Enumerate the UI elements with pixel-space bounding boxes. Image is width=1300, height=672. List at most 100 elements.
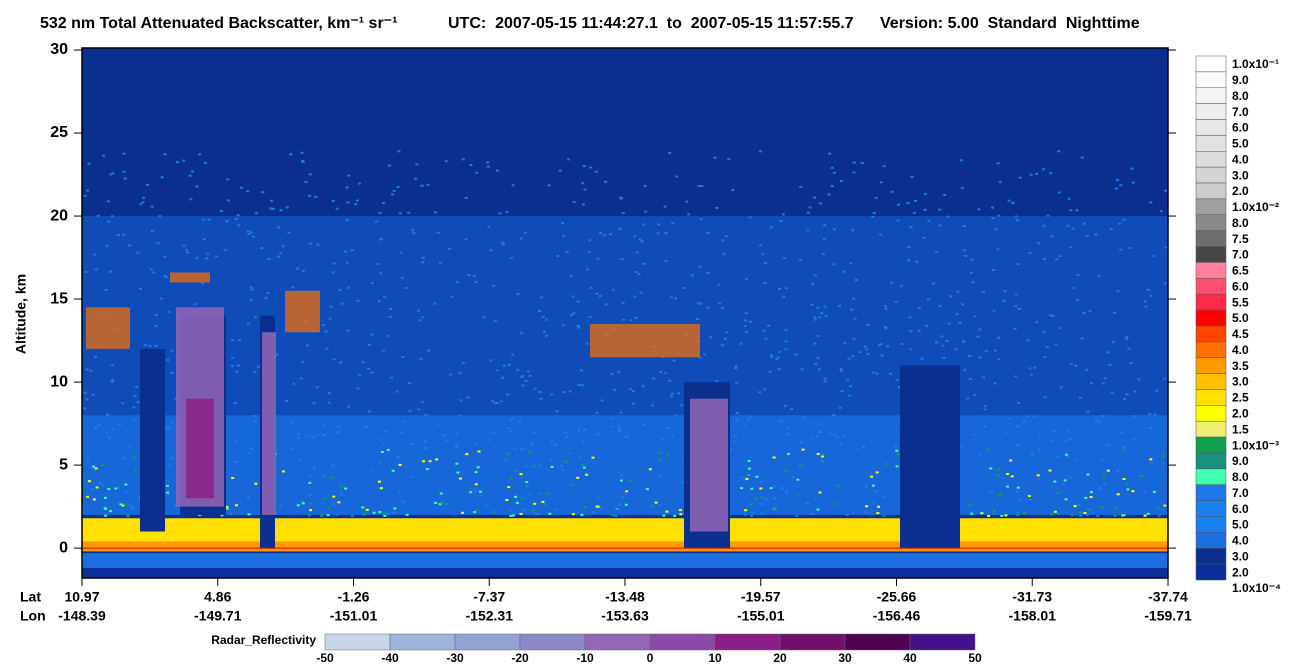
speckle bbox=[816, 435, 820, 438]
speckle bbox=[236, 214, 240, 217]
speckle bbox=[895, 379, 899, 382]
speckle bbox=[376, 263, 380, 266]
speckle bbox=[706, 271, 710, 274]
speckle bbox=[748, 320, 752, 323]
speckle bbox=[1144, 305, 1148, 308]
speckle bbox=[426, 183, 430, 186]
speckle bbox=[818, 202, 822, 205]
speckle bbox=[380, 450, 384, 453]
speckle bbox=[1078, 396, 1082, 399]
speckle bbox=[680, 404, 684, 407]
speckle bbox=[309, 502, 313, 505]
colorbar-label: 2.5 bbox=[1232, 391, 1249, 405]
speckle bbox=[256, 365, 260, 368]
speckle bbox=[850, 308, 854, 311]
speckle bbox=[83, 194, 87, 197]
speckle bbox=[678, 428, 682, 431]
speckle bbox=[193, 303, 197, 306]
speckle bbox=[1126, 488, 1130, 491]
speckle bbox=[748, 216, 752, 219]
speckle bbox=[1163, 504, 1167, 507]
speckle bbox=[876, 512, 880, 515]
speckle bbox=[743, 325, 747, 328]
speckle bbox=[109, 510, 113, 513]
speckle bbox=[547, 184, 551, 187]
speckle bbox=[1058, 255, 1062, 258]
speckle bbox=[746, 473, 750, 476]
speckle bbox=[784, 328, 788, 331]
speckle bbox=[142, 196, 146, 199]
speckle bbox=[1051, 314, 1055, 317]
speckle bbox=[160, 176, 164, 179]
speckle bbox=[583, 188, 587, 191]
speckle bbox=[301, 159, 305, 162]
speckle bbox=[1028, 498, 1032, 501]
speckle bbox=[1027, 495, 1031, 498]
speckle bbox=[1085, 368, 1089, 371]
speckle bbox=[323, 474, 327, 477]
speckle bbox=[664, 371, 668, 374]
speckle bbox=[103, 514, 107, 517]
speckle bbox=[799, 185, 803, 188]
lon-tick-label: -149.71 bbox=[194, 608, 242, 624]
speckle bbox=[1059, 386, 1063, 389]
lat-tick-label: -13.48 bbox=[605, 589, 645, 605]
speckle bbox=[501, 376, 505, 379]
speckle bbox=[1084, 496, 1088, 499]
y-tick-label: 30 bbox=[50, 41, 68, 58]
speckle bbox=[832, 433, 836, 436]
speckle bbox=[106, 413, 110, 416]
speckle bbox=[759, 480, 763, 483]
speckle bbox=[1048, 469, 1052, 472]
speckle bbox=[761, 253, 765, 256]
lon-label: Lon bbox=[20, 608, 46, 624]
cloud-column bbox=[900, 365, 960, 549]
speckle bbox=[809, 438, 813, 441]
speckle bbox=[390, 376, 394, 379]
speckle bbox=[465, 453, 469, 456]
speckle bbox=[884, 307, 888, 310]
lat-tick-label: -19.57 bbox=[741, 589, 781, 605]
speckle bbox=[697, 185, 701, 188]
speckle bbox=[311, 436, 315, 439]
speckle bbox=[188, 174, 192, 177]
speckle bbox=[664, 259, 668, 262]
speckle bbox=[206, 252, 210, 255]
speckle bbox=[335, 513, 339, 516]
speckle bbox=[459, 477, 463, 480]
speckle bbox=[296, 504, 300, 507]
speckle bbox=[538, 464, 542, 467]
speckle bbox=[677, 392, 681, 395]
speckle bbox=[569, 274, 573, 277]
speckle bbox=[381, 202, 385, 205]
speckle bbox=[436, 423, 440, 426]
speckle bbox=[173, 504, 177, 507]
speckle bbox=[665, 454, 669, 457]
speckle bbox=[231, 356, 235, 359]
speckle bbox=[170, 371, 174, 374]
speckle bbox=[234, 217, 238, 220]
speckle bbox=[198, 153, 202, 156]
speckle bbox=[266, 291, 270, 294]
speckle bbox=[706, 306, 710, 309]
speckle bbox=[849, 262, 853, 265]
speckle bbox=[754, 497, 758, 500]
speckle bbox=[446, 503, 450, 506]
speckle bbox=[945, 340, 949, 343]
speckle bbox=[621, 301, 625, 304]
speckle bbox=[85, 368, 89, 371]
speckle bbox=[324, 330, 328, 333]
radar-echo bbox=[186, 398, 214, 499]
speckle bbox=[281, 245, 285, 248]
lat-tick-label: -31.73 bbox=[1012, 589, 1052, 605]
speckle bbox=[1133, 390, 1137, 393]
speckle bbox=[346, 329, 350, 332]
speckle bbox=[980, 512, 984, 515]
speckle bbox=[583, 506, 587, 509]
colorbar-label: 2.0 bbox=[1232, 565, 1249, 579]
speckle bbox=[1101, 458, 1105, 461]
speckle bbox=[665, 510, 669, 513]
speckle bbox=[312, 402, 316, 405]
speckle bbox=[308, 481, 312, 484]
speckle bbox=[839, 368, 843, 371]
